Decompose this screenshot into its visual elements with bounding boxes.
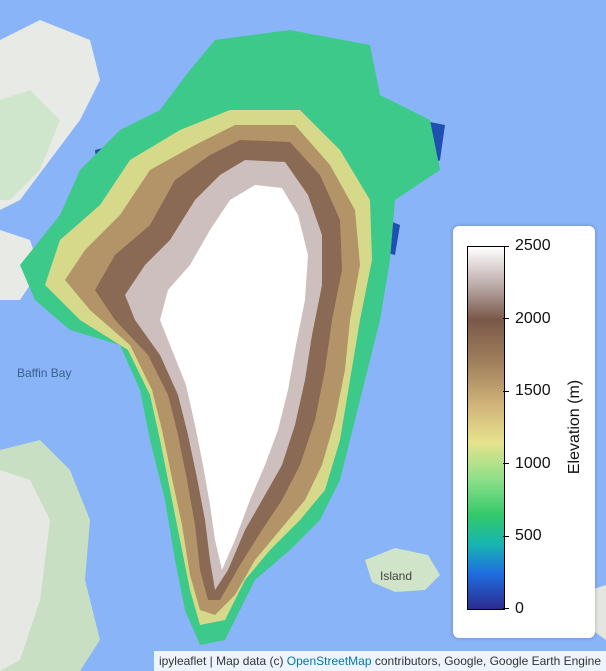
tick-label-0: 0 — [515, 601, 524, 617]
iceland-label: Island — [380, 569, 412, 583]
tick-mark — [503, 536, 509, 537]
attribution-prefix: ipyleaflet | Map data (c) — [159, 654, 287, 668]
elevation-colorbar-legend: 2500 2000 1500 1000 500 0 Elevation (m) — [453, 226, 595, 638]
openstreetmap-link[interactable]: OpenStreetMap — [287, 654, 372, 668]
tick-label-2500: 2500 — [515, 238, 551, 254]
tick-label-2000: 2000 — [515, 311, 551, 327]
tick-mark — [503, 608, 509, 609]
tick-mark — [503, 318, 509, 319]
colorbar-title: Elevation (m) — [566, 380, 584, 474]
tick-mark — [503, 246, 509, 247]
colorbar-gradient — [467, 246, 505, 610]
tick-mark — [503, 463, 509, 464]
attribution-suffix: contributors, Google, Google Earth Engin… — [372, 654, 601, 668]
tick-mark — [503, 391, 509, 392]
baffin-bay-label: Baffin Bay — [17, 366, 71, 380]
map-attribution: ipyleaflet | Map data (c) OpenStreetMap … — [154, 651, 606, 671]
tick-label-1000: 1000 — [515, 456, 551, 472]
tick-label-500: 500 — [515, 528, 542, 544]
tick-label-1500: 1500 — [515, 383, 551, 399]
